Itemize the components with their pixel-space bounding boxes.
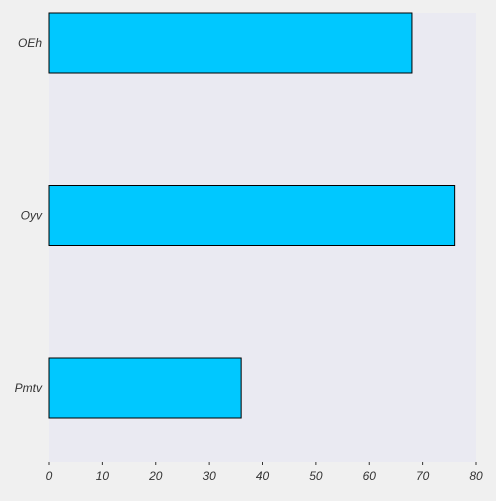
- x-tick-label: 10: [96, 469, 110, 483]
- x-tick-label: 80: [469, 469, 483, 483]
- x-tick-label: 50: [309, 469, 323, 483]
- x-tick-label: 0: [46, 469, 53, 483]
- bar-oyv: [48, 185, 456, 246]
- x-tick-label: 60: [363, 469, 377, 483]
- x-tick-label: 30: [202, 469, 216, 483]
- y-tick-labels: OEh Oyv Pmtv: [15, 36, 43, 395]
- y-tick-label: Oyv: [21, 209, 43, 223]
- bar-pmtv: [48, 357, 242, 419]
- bar-oeh: [48, 12, 413, 74]
- y-tick-label: OEh: [18, 36, 42, 50]
- x-tick-label: 40: [256, 469, 270, 483]
- bars-group: [48, 12, 456, 419]
- x-ticks: 0 10 20 30 40 50 60 70 80: [46, 462, 483, 483]
- x-tick-label: 20: [148, 469, 163, 483]
- y-tick-label: Pmtv: [15, 381, 43, 395]
- x-tick-label: 70: [416, 469, 430, 483]
